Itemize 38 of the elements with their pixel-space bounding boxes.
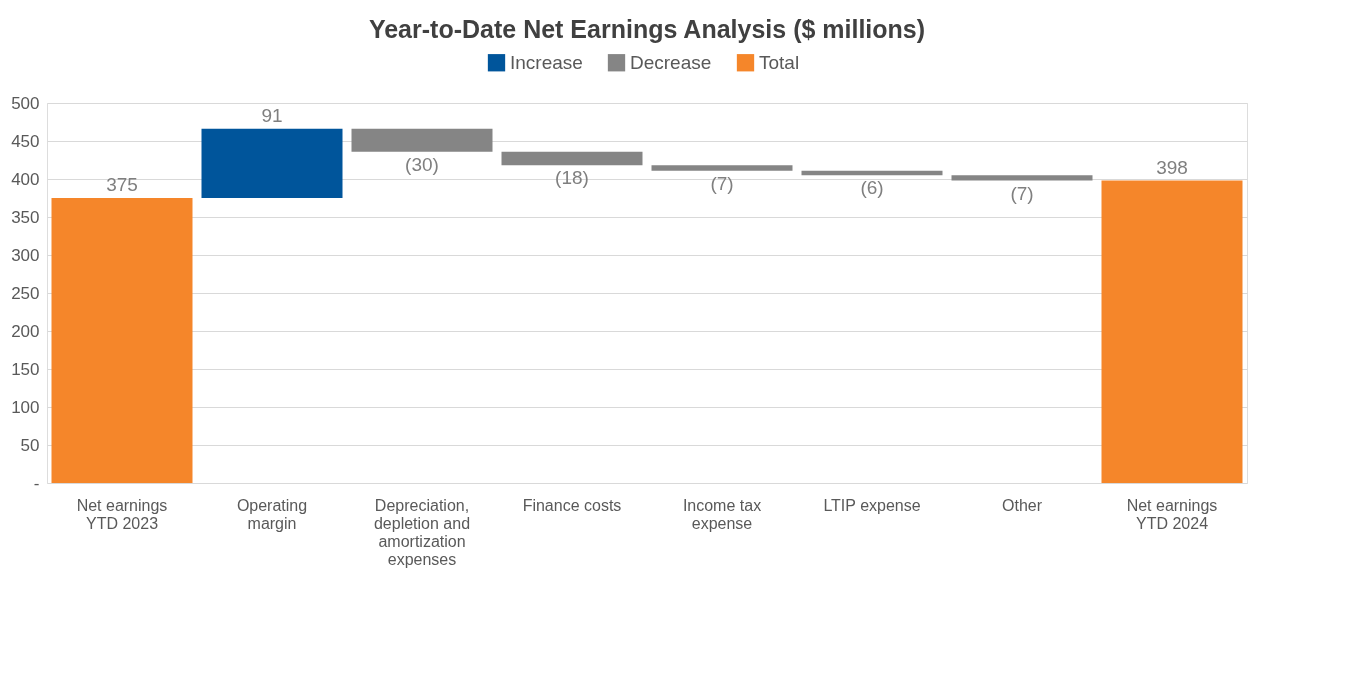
chart-title: Year-to-Date Net Earnings Analysis ($ millions) [368,15,926,43]
y-tick-label: 450 [11,131,40,151]
x-tick-label: Operating margin [236,496,308,532]
legend-label: Total [759,51,800,73]
y-tick-label: 300 [11,245,40,265]
y-tick-label: 100 [11,397,40,417]
data-label: 91 [261,104,283,126]
y-tick-label: 250 [11,283,40,303]
bar [501,151,643,166]
y-tick-label: 150 [11,359,40,379]
bar [951,175,1093,181]
data-label: 375 [106,174,138,195]
y-tick-label: 50 [20,435,40,455]
y-tick-label: 400 [11,169,40,189]
bar [51,198,193,483]
bar [1101,180,1243,483]
x-tick-label: Income tax expense [682,496,762,532]
bar [201,128,343,198]
data-label: (18) [555,167,589,189]
y-tick-label: 350 [11,207,40,227]
y-tick-label: - [33,473,40,493]
bar [651,165,793,171]
legend-label: Decrease [630,51,712,73]
data-label: 398 [1156,156,1188,178]
data-label: (6) [860,177,884,199]
x-tick-label: Finance costs [522,496,622,514]
data-label: (7) [710,172,734,194]
x-tick-label: Other [1001,496,1043,514]
data-label: (30) [405,153,439,175]
x-tick-label: Depreciation, depletion and amortization expenses [373,496,471,568]
y-tick-label: 500 [11,93,40,113]
x-tick-label: Net earnings YTD 2023 [76,496,168,532]
y-tick-label: 200 [11,321,40,341]
x-tick-label: Net earnings YTD 2024 [1126,496,1218,532]
legend-label: Increase [510,51,583,73]
bar [351,128,493,152]
x-tick-label: LTIP expense [823,496,921,514]
data-label: (7) [1010,182,1034,204]
